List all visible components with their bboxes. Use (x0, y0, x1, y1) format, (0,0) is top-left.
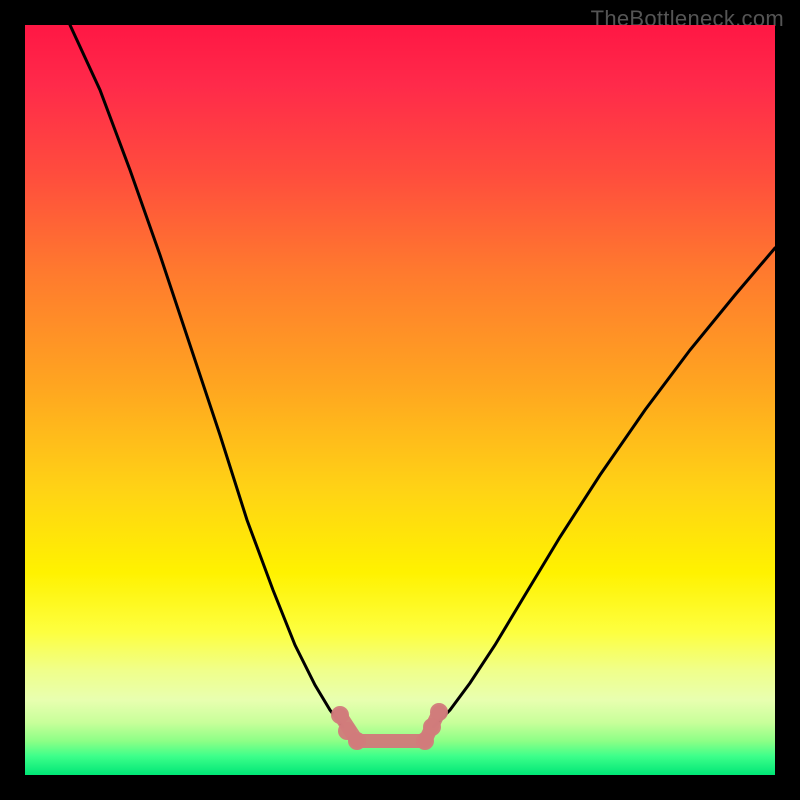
plot-area (25, 25, 775, 775)
chart-frame: TheBottleneck.com (0, 0, 800, 800)
mark-dot (331, 706, 349, 724)
mark-dot (430, 703, 448, 721)
mark-dot (348, 732, 366, 750)
gradient-background (25, 25, 775, 775)
chart-svg (25, 25, 775, 775)
